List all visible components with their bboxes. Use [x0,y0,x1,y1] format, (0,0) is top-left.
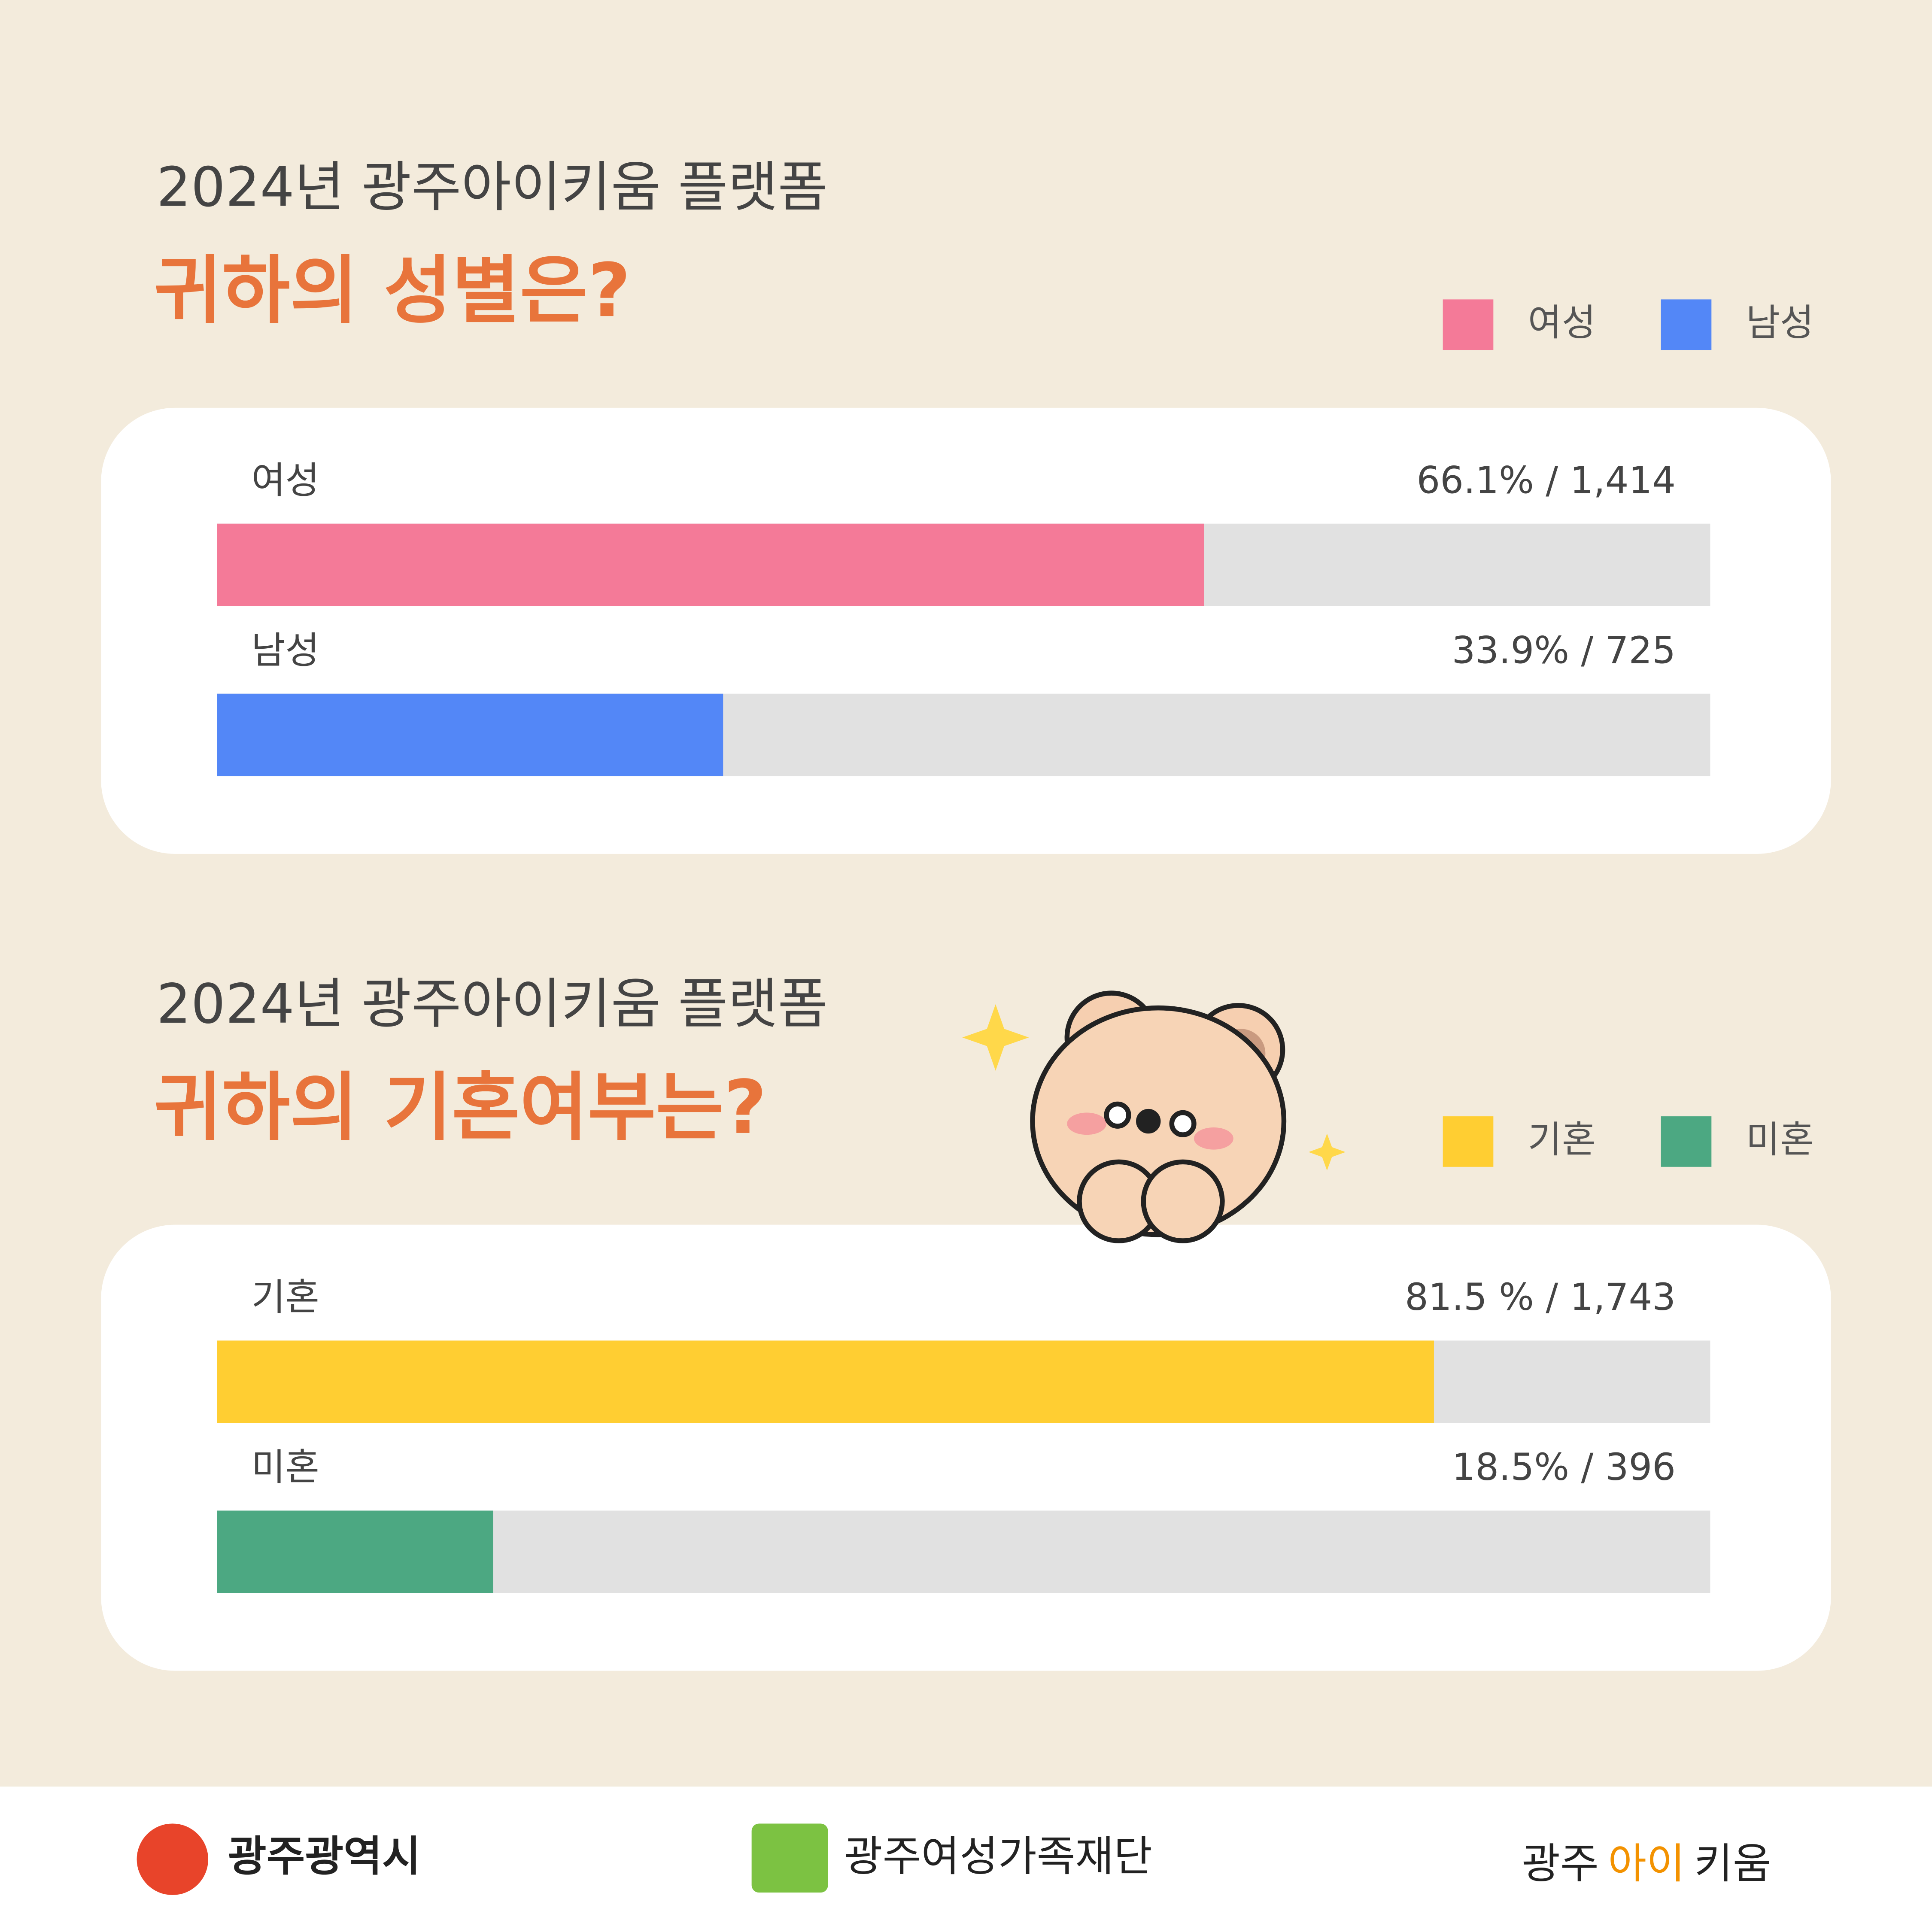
legend-swatch [1661,1116,1712,1167]
bar [217,523,1204,606]
value-label: 66.1% / 1,414 [1416,459,1676,502]
legend-swatch [1661,299,1712,350]
title: 귀하의 성별은? [154,247,631,334]
legend-label: 기혼 [1528,1118,1596,1161]
category-label: 기혼 [251,1276,319,1319]
subtitle: 2024년 광주아이키움 플랫폼 [156,972,827,1036]
subtitle: 2024년 광주아이키움 플랫폼 [156,155,827,219]
legend-swatch [1443,1116,1494,1167]
logo-icon [751,1823,828,1893]
category-label: 미혼 [251,1446,319,1489]
logo-text: 광주광역시 [228,1832,421,1881]
logo-icon [137,1823,209,1895]
bar [217,693,723,777]
sparkle [962,1004,1029,1071]
sparkle [1308,1133,1346,1171]
logo-text: 광주 [1522,1840,1599,1889]
bar [217,1510,493,1593]
logo-text: 광주여성가족재단 [844,1832,1152,1881]
legend-label: 남성 [1746,301,1814,344]
legend-swatch [1443,299,1494,350]
value-label: 33.9% / 725 [1452,629,1676,672]
legend-label: 여성 [1528,301,1596,344]
legend-label: 미혼 [1746,1118,1814,1161]
bar [217,1340,1434,1423]
logo-text: 키움 [1694,1840,1771,1889]
logo-text: 아이 [1608,1840,1685,1889]
value-label: 18.5% / 396 [1452,1446,1676,1489]
mascot [1030,990,1287,1243]
title: 귀하의 기혼여부는? [154,1064,767,1151]
value-label: 81.5 % / 1,743 [1405,1276,1676,1319]
category-label: 남성 [251,629,319,672]
category-label: 여성 [251,459,319,502]
footer [0,1786,1932,1932]
